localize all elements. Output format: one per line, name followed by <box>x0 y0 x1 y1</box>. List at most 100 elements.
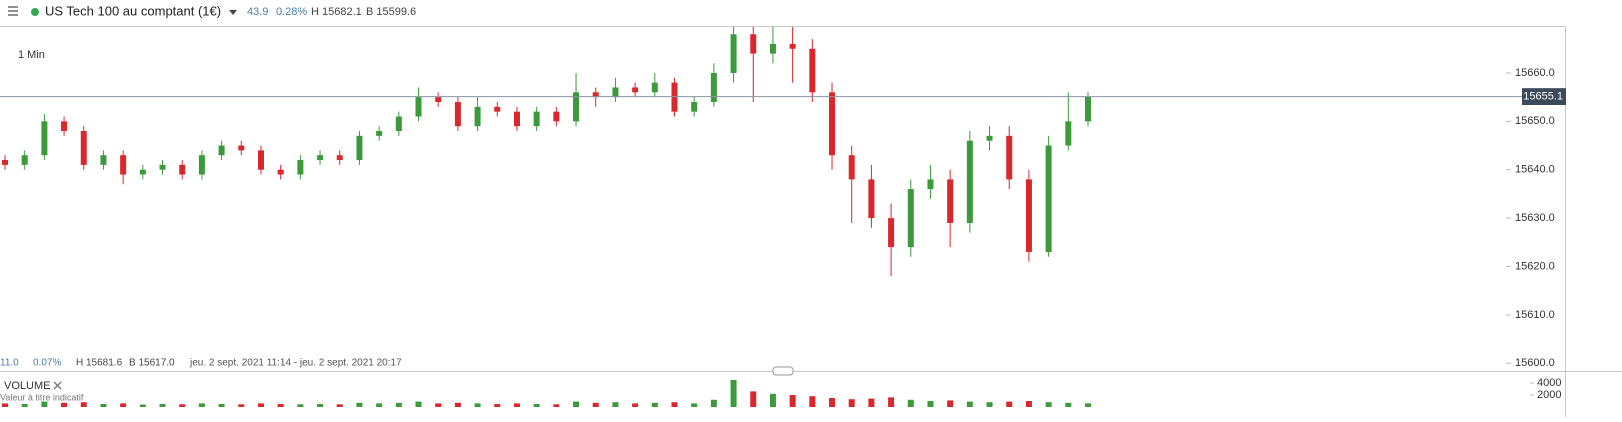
change: 43.9 <box>247 6 268 18</box>
volume-bar <box>41 401 48 407</box>
volume-bar <box>927 401 934 407</box>
dropdown-caret[interactable] <box>229 10 237 15</box>
volume-bar <box>21 404 28 407</box>
candle-body <box>218 145 225 156</box>
low: B 15599.6 <box>366 6 416 18</box>
volume-bar <box>553 404 560 407</box>
candle-body <box>100 155 107 165</box>
candle-body <box>513 111 520 127</box>
panel-resize-handle[interactable] <box>772 366 794 376</box>
candle-body <box>395 116 402 132</box>
volume-bar <box>218 404 225 407</box>
candle-body <box>612 87 619 98</box>
volume-bar <box>848 399 855 407</box>
volume-bar <box>415 401 422 407</box>
candle-body <box>317 155 324 161</box>
volume-bar <box>1045 402 1052 407</box>
volume-bar <box>1065 402 1072 407</box>
candle-body <box>297 160 304 175</box>
volume-bar <box>297 404 304 407</box>
volume-bar <box>907 399 914 407</box>
volume-bar <box>1006 401 1013 407</box>
last-price-text: 15655.1 <box>1523 91 1563 103</box>
info-low: B 15617.0 <box>129 358 175 369</box>
volume-bar <box>120 403 127 407</box>
volume-bar <box>198 403 205 407</box>
last-price-label: 15655.1 <box>1522 88 1566 105</box>
y-tick-label: 15630.0 <box>1515 212 1555 224</box>
candle-body <box>533 111 540 127</box>
candle-body <box>336 155 343 161</box>
y-tick-label: 15620.0 <box>1515 260 1555 272</box>
candle-body <box>238 145 245 151</box>
volume-bar <box>474 403 481 407</box>
volume-bar <box>61 402 68 407</box>
candle-body <box>769 43 776 54</box>
volume-bar <box>750 391 757 407</box>
info-change-pct: 0.07% <box>33 358 61 369</box>
candle-body <box>710 72 717 102</box>
volume-bar <box>868 398 875 407</box>
change-pct: 0.28% <box>276 6 307 18</box>
interval[interactable]: 1 Min <box>18 49 45 61</box>
volume-bar <box>789 395 796 407</box>
volume-bar <box>139 404 146 407</box>
info-bar: 11.0 0.07% H 15681.6 B 15617.0 jeu. 2 se… <box>0 358 402 369</box>
candle-body <box>454 101 461 127</box>
candle-body <box>907 189 914 248</box>
candle-body <box>80 131 87 165</box>
candle-body <box>21 155 28 165</box>
candle-body <box>1006 135 1013 180</box>
volume-bar <box>257 403 264 407</box>
candle-body <box>139 169 146 175</box>
candle-body <box>966 140 973 223</box>
candle-body <box>435 97 442 102</box>
candle-body <box>868 179 875 219</box>
volume-tick-label: 4000 <box>1537 377 1561 389</box>
volume-bar <box>966 401 973 407</box>
volume-bar <box>533 404 540 407</box>
volume-bar <box>829 398 836 407</box>
candle-body <box>750 34 757 54</box>
volume-bar <box>277 404 284 407</box>
volume-bar <box>651 402 658 407</box>
candle-body <box>848 155 855 180</box>
candle-body <box>1045 145 1052 252</box>
volume-bar <box>395 402 402 407</box>
volume-bar <box>730 380 737 407</box>
candle-body <box>1085 96 1091 122</box>
menu-icon[interactable] <box>8 6 18 16</box>
volume-bar <box>612 402 619 407</box>
volume-bar <box>513 403 520 407</box>
y-tick-label: 15640.0 <box>1515 164 1555 176</box>
candle-body <box>474 106 481 127</box>
last-price-box <box>1522 88 1566 105</box>
volume-title: VOLUME <box>4 380 50 392</box>
volume-bar <box>769 393 776 407</box>
y-tick-label: 15650.0 <box>1515 115 1555 127</box>
candle-body <box>356 135 363 161</box>
volume-bar <box>809 396 816 407</box>
candle-body <box>376 131 383 136</box>
volume-bar <box>888 397 895 407</box>
candle-body <box>691 101 698 112</box>
volume-bar <box>356 402 363 407</box>
volume-bar <box>494 404 501 407</box>
volume-bar <box>573 401 580 407</box>
candle-body <box>986 135 993 141</box>
close-volume[interactable] <box>53 381 62 390</box>
candle-body <box>573 92 580 122</box>
volume-bar <box>592 402 599 407</box>
volume-bar <box>159 404 166 407</box>
candle-body <box>179 164 186 175</box>
volume-bar <box>80 402 87 407</box>
instrument[interactable]: US Tech 100 au comptant (1€) <box>45 3 221 18</box>
candle-body <box>789 43 796 49</box>
volume-bar <box>691 403 698 407</box>
volume-bar <box>632 403 639 407</box>
volume-bar <box>1085 403 1091 407</box>
candle-body <box>927 179 934 190</box>
info-change: 11.0 <box>0 358 19 369</box>
status-dot <box>31 8 39 16</box>
